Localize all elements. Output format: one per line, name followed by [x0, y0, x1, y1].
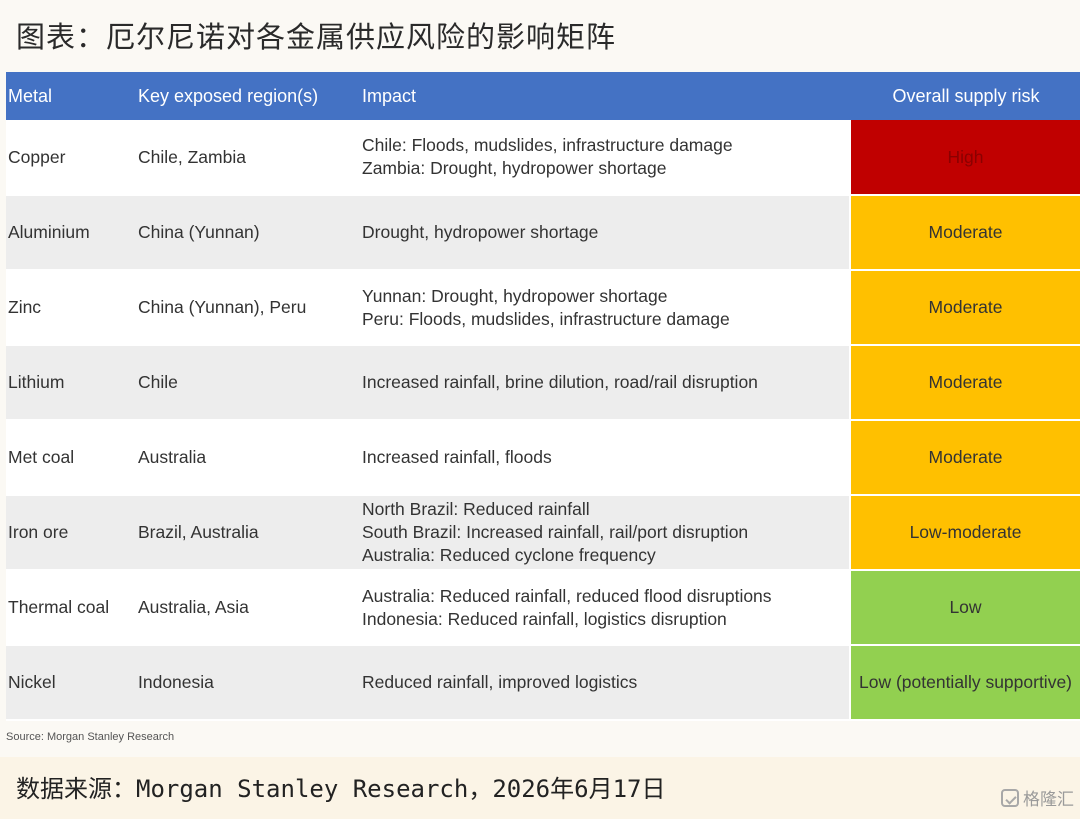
cell-risk: Low (potentially supportive) — [849, 645, 1080, 721]
impact-line: South Brazil: Increased rainfall, rail/p… — [362, 522, 749, 542]
cell-risk: Low-moderate — [849, 495, 1080, 571]
impact-line: North Brazil: Reduced rainfall — [362, 499, 590, 519]
cell-metal: Aluminium — [6, 195, 136, 271]
table-row: Met coal Australia Increased rainfall, flo… — [6, 420, 1080, 496]
table-row: Nickel Indonesia Reduced rainfall, improve… — [6, 645, 1080, 721]
cell-risk: Moderate — [849, 345, 1080, 421]
header-regions: Key exposed region(s) — [136, 72, 360, 120]
cell-metal: Thermal coal — [6, 570, 136, 646]
impact-line: Increased rainfall, brine dilution, road… — [362, 372, 758, 392]
impact-line: Indonesia: Reduced rainfall, logistics d… — [362, 608, 727, 629]
impact-line: Drought, hydropower shortage — [362, 222, 599, 242]
header-risk: Overall supply risk — [850, 72, 1080, 120]
impact-line: Yunnan: Drought, hydropower shortage — [362, 285, 668, 306]
cell-regions: Australia, Asia — [136, 570, 360, 646]
header-impact: Impact — [360, 72, 850, 120]
risk-matrix-table: Metal Key exposed region(s) Impact Overa… — [6, 72, 1080, 721]
impact-line: Peru: Floods, mudslides, infrastructure … — [362, 308, 730, 329]
table-row: Lithium Chile Increased rainfall, brine di… — [6, 345, 1080, 421]
table-row: Iron ore Brazil, Australia North Brazil: R… — [6, 495, 1080, 571]
impact-line: Australia: Reduced cyclone frequency — [362, 545, 656, 565]
table-row: Copper Chile, Zambia Chile: Floods, mudsli… — [6, 120, 1080, 196]
impact-line: Reduced rainfall, improved logistics — [362, 672, 638, 692]
cell-regions: Brazil, Australia — [136, 495, 360, 571]
impact-line: Increased rainfall, floods — [362, 447, 552, 467]
cell-risk: High — [849, 120, 1080, 196]
cell-risk: Moderate — [849, 420, 1080, 496]
cell-impact: Increased rainfall, floods — [360, 420, 850, 496]
cell-impact: Drought, hydropower shortage — [360, 195, 850, 271]
cell-regions: China (Yunnan) — [136, 195, 360, 271]
cell-impact: North Brazil: Reduced rainfall South Braz… — [360, 495, 850, 571]
cell-risk: Moderate — [849, 195, 1080, 271]
cell-impact: Chile: Floods, mudslides, infrastructure… — [360, 120, 850, 196]
header-metal: Metal — [6, 72, 136, 120]
cell-metal: Zinc — [6, 270, 136, 346]
impact-line: Chile: Floods, mudslides, infrastructure… — [362, 135, 733, 155]
watermark: 格隆汇 — [1001, 785, 1074, 810]
source-note: Source: Morgan Stanley Research — [6, 731, 175, 743]
footer-source: 数据来源：Morgan Stanley Research，2026年6月17日 — [16, 775, 666, 803]
table-body: Copper Chile, Zambia Chile: Floods, mudsli… — [6, 120, 1080, 721]
cell-metal: Met coal — [6, 420, 136, 496]
cell-risk: Moderate — [849, 270, 1080, 346]
footer-bar: 数据来源：Morgan Stanley Research，2026年6月17日 … — [0, 757, 1080, 819]
cell-impact: Increased rainfall, brine dilution, road… — [360, 345, 850, 421]
table-header-row: Metal Key exposed region(s) Impact Overa… — [6, 72, 1080, 120]
cell-metal: Copper — [6, 120, 136, 196]
cell-risk: Low — [849, 570, 1080, 646]
table-row: Aluminium China (Yunnan) Drought, hydropow… — [6, 195, 1080, 271]
cell-metal: Iron ore — [6, 495, 136, 571]
table-row: Zinc China (Yunnan), Peru Yunnan: Drought,… — [6, 270, 1080, 346]
impact-line: Australia: Reduced rainfall, reduced flo… — [362, 585, 772, 606]
cell-regions: China (Yunnan), Peru — [136, 270, 360, 346]
cell-regions: Chile — [136, 345, 360, 421]
cell-regions: Australia — [136, 420, 360, 496]
page-title: 图表：厄尔尼诺对各金属供应风险的影响矩阵 — [16, 20, 617, 54]
cell-impact: Australia: Reduced rainfall, reduced flo… — [360, 570, 850, 646]
risk-matrix-table-container: Metal Key exposed region(s) Impact Overa… — [6, 72, 1080, 721]
watermark-text: 格隆汇 — [1023, 790, 1074, 810]
cell-regions: Indonesia — [136, 645, 360, 721]
impact-line: Zambia: Drought, hydropower shortage — [362, 158, 667, 178]
cell-impact: Reduced rainfall, improved logistics — [360, 645, 850, 721]
table-row: Thermal coal Australia, Asia Australia: Re… — [6, 570, 1080, 646]
cell-regions: Chile, Zambia — [136, 120, 360, 196]
cell-impact: Yunnan: Drought, hydropower shortage Peru… — [360, 270, 850, 346]
cell-metal: Lithium — [6, 345, 136, 421]
cell-metal: Nickel — [6, 645, 136, 721]
watermark-logo-icon — [1001, 788, 1019, 807]
